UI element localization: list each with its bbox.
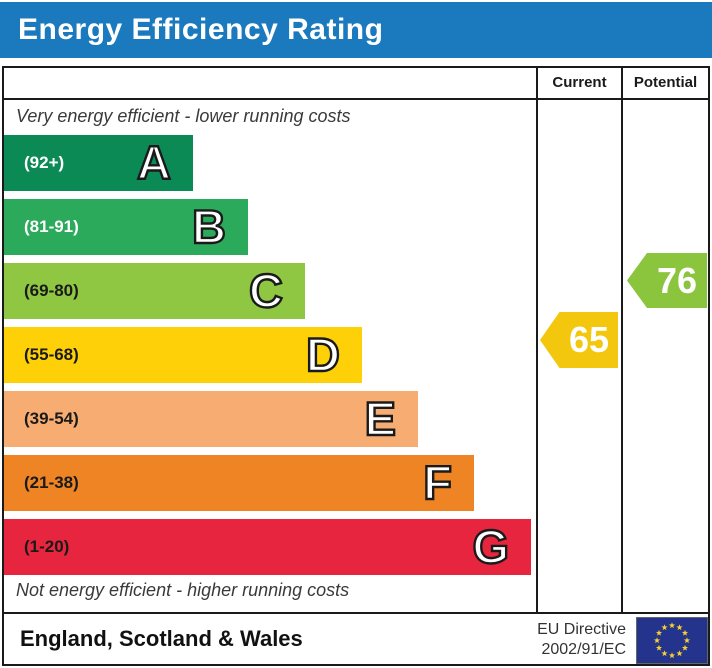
band-range-label: (81-91) bbox=[24, 217, 79, 236]
band-range-label: (69-80) bbox=[24, 281, 79, 300]
current-rating-value: 65 bbox=[568, 319, 610, 360]
potential-column-header: Potential bbox=[633, 74, 698, 91]
band-range-label: (39-54) bbox=[24, 409, 79, 428]
band-row-B: (81-91) B bbox=[4, 199, 248, 255]
rating-table: Current Potential Very energy efficient … bbox=[2, 66, 710, 666]
band-letter: A bbox=[136, 135, 172, 190]
potential-rating-value: 76 bbox=[656, 260, 698, 301]
top-caption: Very energy efficient - lower running co… bbox=[16, 106, 351, 126]
band-row-G: (1-20) G bbox=[4, 519, 531, 575]
title-banner: Energy Efficiency Rating bbox=[0, 2, 712, 58]
band-row-C: (69-80) C bbox=[4, 263, 305, 319]
band-row-F: (21-38) F bbox=[4, 455, 474, 511]
header-divider-line bbox=[4, 98, 708, 100]
band-letter: B bbox=[191, 199, 227, 254]
band-range-label: (21-38) bbox=[24, 473, 79, 492]
band-range-label: (1-20) bbox=[24, 537, 70, 556]
potential-column-divider bbox=[621, 68, 623, 614]
band-range-label: (55-68) bbox=[24, 345, 79, 364]
band-letter: D bbox=[305, 327, 341, 382]
eu-flag-icon bbox=[636, 617, 708, 664]
eu-directive-label: EU Directive 2002/91/EC bbox=[537, 620, 626, 660]
band-row-E: (39-54) E bbox=[4, 391, 418, 447]
band-letter: C bbox=[248, 263, 284, 318]
eu-directive-line2: 2002/91/EC bbox=[541, 641, 626, 658]
current-rating-arrow: 65 bbox=[540, 312, 618, 368]
band-letter: F bbox=[422, 455, 453, 510]
footer-divider-line bbox=[4, 612, 708, 614]
band-letter: G bbox=[471, 519, 510, 574]
band-letter: E bbox=[363, 391, 397, 446]
band-row-D: (55-68) D bbox=[4, 327, 362, 383]
band-range-label: (92+) bbox=[24, 153, 65, 172]
current-column-header: Current bbox=[552, 74, 607, 91]
region-label: England, Scotland & Wales bbox=[20, 626, 303, 651]
current-column-divider bbox=[536, 68, 538, 614]
bottom-caption: Not energy efficient - higher running co… bbox=[16, 580, 350, 600]
potential-rating-arrow: 76 bbox=[627, 253, 707, 308]
band-row-A: (92+) A bbox=[4, 135, 193, 191]
page-title: Energy Efficiency Rating bbox=[18, 13, 384, 46]
eu-directive-line1: EU Directive bbox=[537, 621, 626, 638]
